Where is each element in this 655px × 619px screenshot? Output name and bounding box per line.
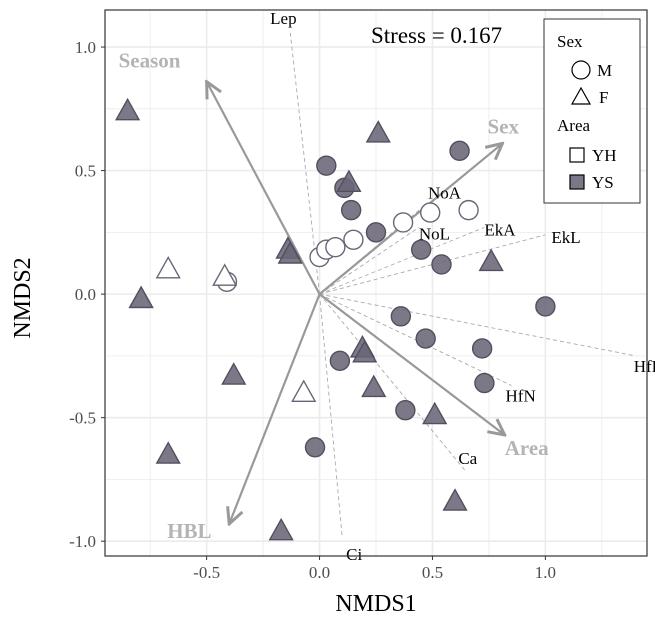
data-points [114, 97, 556, 541]
x-tick-label: 0.5 [422, 563, 443, 582]
y-tick-label: -1.0 [69, 532, 96, 551]
legend-sex-title: Sex [557, 32, 583, 51]
factor-label-area: Area [505, 436, 549, 460]
point-yh-triangle [291, 379, 317, 403]
y-tick-label: -0.5 [69, 409, 96, 428]
legend-sex-item-f: F [599, 88, 608, 107]
legend-ys-key [569, 174, 585, 190]
y-axis-title: NMDS2 [10, 257, 36, 338]
point-ys-triangle [361, 374, 387, 398]
env-label-ca: Ca [458, 449, 477, 468]
panel-border [104, 9, 648, 557]
point-ys-triangle [268, 517, 294, 541]
env-vector-eka [319, 226, 485, 295]
point-ys-circle [329, 350, 351, 372]
env-label-noa: NoA [428, 184, 462, 203]
point-ys-circle [471, 338, 493, 359]
env-label-ci: Ci [346, 545, 362, 564]
grid [105, 10, 647, 556]
x-tick-label: 0.0 [309, 563, 330, 582]
point-yh-circle [392, 212, 414, 233]
point-ys-circle [431, 254, 452, 275]
env-label-lep: Lep [270, 9, 296, 28]
point-ys-circle [474, 372, 495, 394]
factor-label-season: Season [119, 49, 181, 73]
y-tick-label: 0.5 [75, 162, 96, 181]
env-label-nol: NoL [419, 224, 450, 243]
env-vector-hfl [319, 293, 636, 357]
legend-area-item-ys: YS [592, 173, 614, 192]
point-ys-triangle [352, 339, 378, 363]
point-ys-circle [304, 437, 326, 458]
env-label-hfn: HfN [506, 387, 536, 406]
point-yh-circle [325, 236, 346, 258]
factor-arrow-hbl [229, 293, 321, 524]
point-yh-circle [458, 199, 479, 221]
point-yh-circle [343, 229, 364, 250]
env-vector-ekl [319, 234, 546, 295]
x-tick-label: -0.5 [193, 563, 220, 582]
point-ys-triangle [442, 488, 468, 511]
point-ys-circle [390, 306, 412, 327]
factor-arrow-season [207, 82, 321, 295]
env-vector-nol [319, 227, 420, 295]
legend-area-item-yh: YH [592, 146, 617, 165]
environment-vector-labels: Lep NoA NoL EkA EkL HfN HfL Ca Ci [270, 9, 655, 564]
point-ys-circle [449, 140, 470, 162]
factor-arrow-area [318, 293, 505, 435]
factor-labels: Season Sex Area HBL [119, 49, 550, 543]
point-ys-triangle [365, 120, 391, 143]
env-vector-ca [319, 293, 467, 473]
x-axis-title: NMDS1 [335, 591, 416, 617]
point-yh-circle [420, 202, 441, 223]
point-yh-triangle [212, 263, 238, 286]
point-ys-triangle [277, 241, 303, 264]
point-ys-triangle [478, 248, 504, 272]
point-ys-triangle [114, 97, 141, 121]
legend-yh-key [569, 147, 585, 163]
point-yh-triangle [155, 255, 181, 279]
y-tick-label: 0.0 [75, 285, 96, 304]
point-ys-triangle [128, 285, 154, 309]
legend-triangle-key [570, 86, 592, 105]
point-ys-triangle [422, 401, 448, 425]
point-ys-circle [340, 199, 362, 221]
env-label-hfl: HfL [634, 357, 655, 376]
axis-ticks: -0.5 0.0 0.5 1.0 -1.0 -0.5 0.0 0.5 1.0 [69, 38, 556, 582]
legend-area-title: Area [557, 116, 590, 135]
stress-label: Stress = 0.167 [371, 23, 502, 48]
x-tick-label: 1.0 [535, 563, 556, 582]
point-ys-triangle [221, 362, 247, 385]
legend-sex-item-m: M [597, 61, 612, 80]
factor-label-hbl: HBL [167, 519, 211, 543]
factor-label-sex: Sex [487, 114, 519, 138]
env-vector-ci [319, 294, 343, 537]
env-label-ekl: EkL [551, 228, 580, 247]
y-tick-label: 1.0 [75, 38, 96, 57]
legend-box [543, 18, 641, 204]
point-ys-circle [415, 328, 436, 349]
env-label-eka: EkA [484, 220, 516, 239]
point-ys-circle [365, 222, 387, 243]
point-ys-circle [410, 239, 432, 260]
factor-arrows [207, 82, 505, 524]
legend: Sex M F Area YH YS [543, 18, 641, 204]
env-vector-hfn [319, 293, 512, 386]
point-ys-triangle [336, 169, 362, 193]
point-ys-triangle [155, 441, 181, 464]
legend-circle-key [571, 60, 591, 80]
point-ys-circle [535, 296, 556, 317]
point-ys-circle [316, 155, 337, 176]
point-ys-circle [395, 400, 416, 421]
